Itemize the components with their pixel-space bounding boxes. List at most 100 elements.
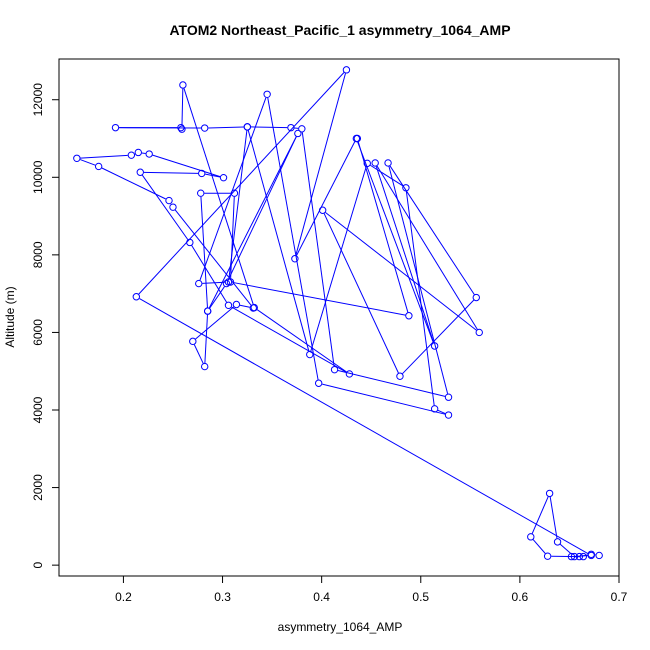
series-segment (199, 97, 267, 281)
series-segment (296, 141, 356, 256)
series-segment (239, 304, 250, 308)
series-segment (370, 164, 404, 187)
data-point (444, 393, 453, 401)
data-point (345, 370, 354, 378)
data-point (543, 552, 552, 560)
y-tick-label: 12000 (31, 83, 45, 117)
series-segment (204, 314, 208, 363)
data-point (94, 162, 103, 171)
data-point (198, 169, 206, 178)
data-point (179, 81, 187, 89)
data-point (298, 125, 306, 133)
data-point (579, 552, 588, 561)
series-segment (322, 383, 446, 415)
data-point (402, 184, 410, 192)
y-tick-label: 4000 (31, 396, 45, 423)
x-tick-label: 0.3 (214, 590, 231, 604)
series-segment (375, 166, 435, 343)
data-point (224, 301, 233, 309)
data-point (405, 312, 413, 320)
data-point (527, 533, 535, 541)
series-segment (402, 299, 475, 375)
series-segment (405, 191, 435, 406)
series-segment (231, 306, 347, 373)
x-tick-label: 0.6 (512, 590, 529, 604)
data-point (314, 379, 323, 387)
x-tick-label: 0.2 (115, 590, 132, 604)
data-point (230, 189, 239, 197)
series-segment (357, 141, 434, 343)
series-segment (193, 344, 204, 364)
x-axis: 0.2 0.3 0.4 0.5 0.6 0.7 (115, 575, 628, 604)
series-segment (325, 212, 477, 331)
y-tick-label: 8000 (31, 241, 45, 268)
series-segment (267, 97, 319, 380)
data-point (567, 552, 576, 561)
data-point (472, 293, 480, 302)
series-segment (143, 171, 199, 174)
series-segment (295, 73, 346, 256)
series-segment (532, 539, 546, 554)
data-point (371, 159, 379, 167)
data-point (136, 168, 144, 176)
data-point (545, 489, 554, 498)
y-tick-label: 0 (31, 561, 45, 568)
series-segment (549, 496, 558, 539)
series-segment (376, 165, 478, 330)
data-point (189, 337, 197, 346)
data-point (595, 551, 603, 560)
data-point (232, 300, 241, 309)
data-point (575, 552, 584, 561)
data-point (287, 123, 295, 132)
series-segment (139, 298, 589, 555)
data-point (134, 148, 142, 157)
data-point (430, 342, 439, 350)
data-point (587, 551, 595, 560)
data-point (178, 125, 186, 133)
data-point (306, 350, 314, 359)
data-point (330, 365, 339, 374)
data-point (132, 293, 141, 301)
series-segment (141, 174, 189, 240)
data-point (165, 196, 173, 205)
series-points (73, 66, 603, 561)
series-segment (310, 166, 367, 352)
data-point (342, 66, 351, 74)
data-point (243, 123, 252, 131)
series-segment (80, 154, 128, 159)
y-tick-label: 2000 (31, 474, 45, 501)
y-axis: 0 2000 4000 6000 8000 10000 12000 (31, 83, 60, 568)
data-point (195, 279, 203, 288)
data-point (200, 124, 209, 132)
data-point (226, 278, 235, 286)
data-point (318, 206, 327, 214)
series-segment (301, 132, 335, 367)
series-segment (250, 126, 288, 129)
series-segment (531, 496, 549, 534)
data-point (384, 159, 392, 167)
series-segment (323, 213, 399, 374)
series-segment (230, 196, 235, 279)
data-point (186, 238, 194, 247)
series-segment (138, 72, 345, 295)
data-point (203, 307, 212, 315)
series-segment (101, 167, 166, 200)
y-tick-label: 10000 (31, 160, 45, 194)
data-point (222, 279, 231, 288)
series-segment (337, 370, 446, 397)
data-point (475, 328, 483, 337)
data-point (197, 189, 205, 197)
y-axis-label: Altitude (m) (3, 286, 17, 347)
x-tick-label: 0.5 (412, 590, 429, 604)
data-point (396, 372, 404, 380)
series-segment (357, 141, 409, 313)
data-point (73, 154, 81, 162)
data-point (127, 151, 136, 159)
data-point (219, 173, 228, 182)
series-segment (141, 152, 146, 155)
data-point (291, 255, 299, 263)
y-tick-label: 6000 (31, 319, 45, 346)
data-point (169, 203, 177, 211)
series-segment (256, 309, 347, 373)
